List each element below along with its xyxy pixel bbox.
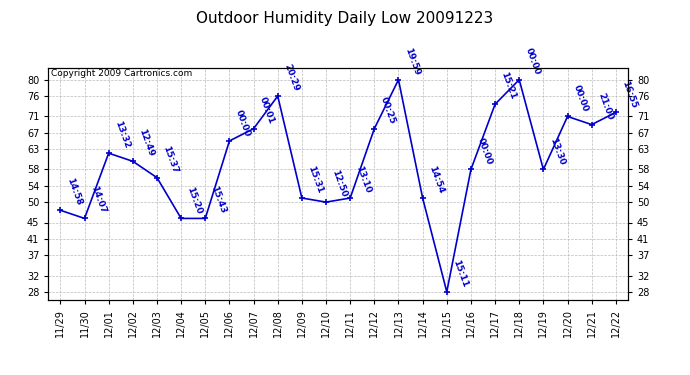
Text: 00:00: 00:00 xyxy=(524,47,542,76)
Text: 13:10: 13:10 xyxy=(355,165,373,195)
Text: 15:37: 15:37 xyxy=(161,144,179,174)
Text: 12:49: 12:49 xyxy=(137,128,155,158)
Text: 20:29: 20:29 xyxy=(282,63,300,93)
Text: 00:01: 00:01 xyxy=(258,96,276,125)
Text: 00:00: 00:00 xyxy=(572,84,590,113)
Text: 13:30: 13:30 xyxy=(548,136,566,166)
Text: 14:58: 14:58 xyxy=(65,177,83,207)
Text: 13:32: 13:32 xyxy=(113,120,131,150)
Text: 16:55: 16:55 xyxy=(620,79,638,109)
Text: 15:11: 15:11 xyxy=(451,259,469,289)
Text: 14:07: 14:07 xyxy=(89,185,107,215)
Text: Copyright 2009 Cartronics.com: Copyright 2009 Cartronics.com xyxy=(51,69,193,78)
Text: 00:00: 00:00 xyxy=(234,108,252,138)
Text: 15:20: 15:20 xyxy=(186,185,204,215)
Text: 12:50: 12:50 xyxy=(331,169,348,199)
Text: 14:54: 14:54 xyxy=(427,165,445,195)
Text: 00:25: 00:25 xyxy=(379,96,397,125)
Text: 19:59: 19:59 xyxy=(403,46,421,76)
Text: 15:43: 15:43 xyxy=(210,185,228,215)
Text: Outdoor Humidity Daily Low 20091223: Outdoor Humidity Daily Low 20091223 xyxy=(197,11,493,26)
Text: 15:31: 15:31 xyxy=(306,165,324,195)
Text: 00:00: 00:00 xyxy=(475,137,493,166)
Text: 21:00: 21:00 xyxy=(596,92,614,122)
Text: 15:21: 15:21 xyxy=(500,71,518,101)
